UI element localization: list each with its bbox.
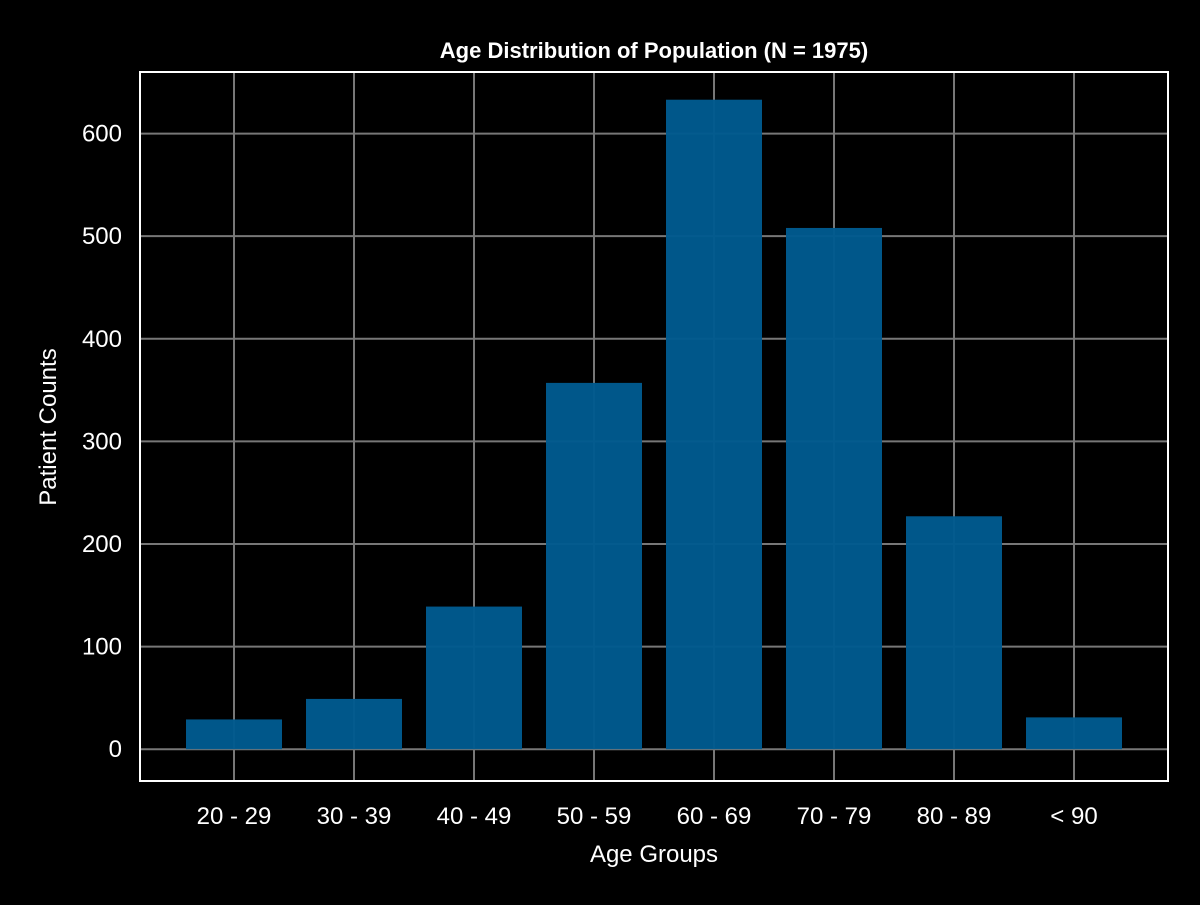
y-tick-label: 0 [109,736,122,763]
x-tick-label: < 90 [1050,803,1097,830]
bar [426,606,522,750]
x-tick-label: 50 - 59 [557,803,632,830]
bar [786,227,882,750]
bar [666,99,762,750]
y-axis-label: Patient Counts [35,348,62,505]
y-tick-label: 400 [82,326,122,353]
x-tick-label: 80 - 89 [917,803,992,830]
plot-area-frame [139,71,1169,782]
y-tick-label: 300 [82,428,122,455]
y-tick-label: 500 [82,223,122,250]
x-axis-ticks: 20 - 29 30 - 39 40 - 49 50 - 59 60 - 69 70 - … [197,803,1098,830]
y-axis-ticks: 0 100 200 300 400 500 600 [82,121,122,764]
x-tick-label: 60 - 69 [677,803,752,830]
y-tick-label: 600 [82,121,122,148]
bar [1026,717,1122,750]
x-tick-label: 70 - 79 [797,803,872,830]
x-tick-label: 40 - 49 [437,803,512,830]
chart-title: Age Distribution of Population (N = 1975… [440,38,868,63]
x-tick-label: 20 - 29 [197,803,272,830]
x-tick-label: 30 - 39 [317,803,392,830]
y-tick-label: 100 [82,634,122,661]
y-tick-label: 200 [82,531,122,558]
bar [906,516,1002,750]
bar [186,719,282,750]
bar [546,382,642,750]
bar [306,698,402,750]
bars [186,99,1122,750]
x-axis-label: Age Groups [590,841,718,868]
